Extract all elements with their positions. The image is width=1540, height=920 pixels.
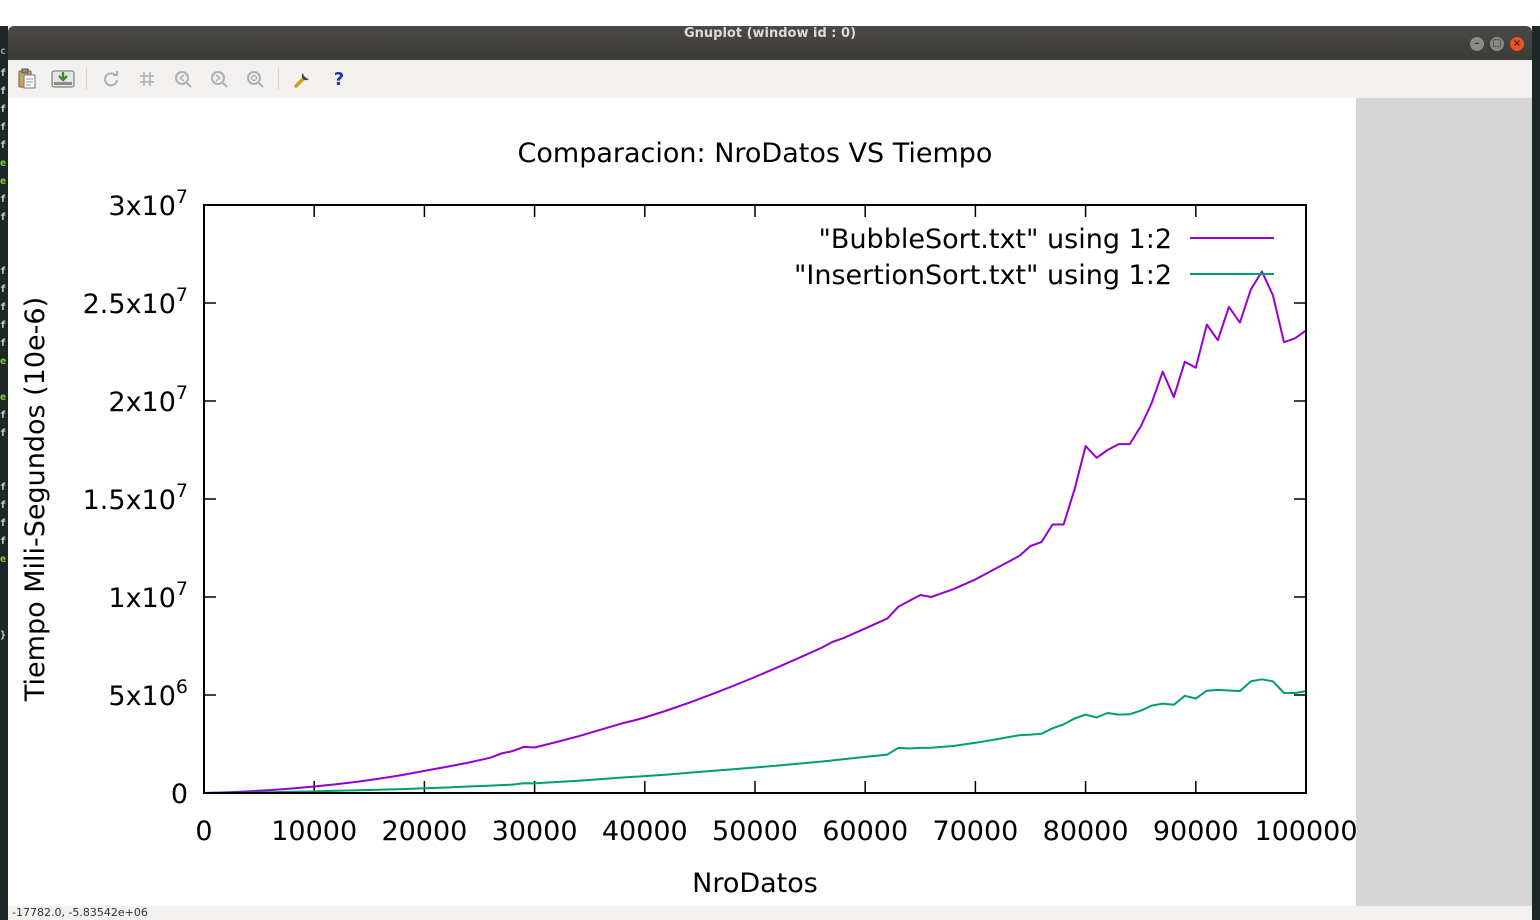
desktop-background xyxy=(0,0,1540,26)
close-button[interactable]: × xyxy=(1510,37,1524,51)
maximize-button[interactable]: □ xyxy=(1490,37,1504,51)
replot-button[interactable] xyxy=(98,66,124,92)
help-icon: ? xyxy=(333,68,345,90)
copy-to-clipboard-button[interactable] xyxy=(14,66,40,92)
plot-frame xyxy=(203,204,1307,794)
x-tick-label: 10000 xyxy=(271,816,357,847)
minimize-button[interactable]: – xyxy=(1470,37,1484,51)
x-tick-label: 50000 xyxy=(712,816,798,847)
canvas-margin xyxy=(1356,98,1532,906)
y-tick-label: 2x107 xyxy=(108,382,188,418)
unzoom-icon xyxy=(247,71,264,88)
x-axis-ticks: 0 10000 20000 30000 40000 50000 60000 70000 8000… xyxy=(195,205,1358,847)
maximize-icon: □ xyxy=(1492,38,1502,49)
y-tick-label: 1.5x107 xyxy=(83,480,188,516)
x-tick-label: 90000 xyxy=(1153,816,1239,847)
y-tick-label: 5x106 xyxy=(108,676,188,712)
status-bar: -17782.0, -5.83542e+06 xyxy=(8,906,1532,920)
legend-label: "InsertionSort.txt" using 1:2 xyxy=(794,260,1172,291)
settings-wrench-icon xyxy=(294,73,309,88)
chart-title: Comparacion: NroDatos VS Tiempo xyxy=(518,138,993,169)
toolbar-separator xyxy=(278,68,279,90)
x-tick-label: 60000 xyxy=(822,816,908,847)
x-axis-label: NroDatos xyxy=(692,868,818,899)
minimize-icon: – xyxy=(1474,38,1480,49)
legend-label: "BubbleSort.txt" using 1:2 xyxy=(819,224,1173,255)
close-icon: × xyxy=(1512,38,1522,49)
toolbar: ? xyxy=(8,60,1532,98)
y-tick-label: 1x107 xyxy=(108,578,188,614)
y-axis-ticks: 0 5x106 1x107 1.5x107 2x107 2.5x107 3x107 xyxy=(83,186,1306,810)
x-tick-label: 80000 xyxy=(1043,816,1129,847)
clipboard-icon xyxy=(18,68,36,89)
y-axis-label: Tiempo Mili-Segundos (10e-6) xyxy=(20,297,51,702)
zoom-next-icon xyxy=(211,71,228,88)
unzoom-button[interactable] xyxy=(242,66,268,92)
background-terminal-edge: c f f f f f e e f f f f f f f e e f f f … xyxy=(0,26,8,920)
zoom-previous-button[interactable] xyxy=(170,66,196,92)
legend: "BubbleSort.txt" using 1:2 "InsertionSort… xyxy=(794,224,1274,291)
toolbar-separator xyxy=(86,68,87,90)
x-tick-label: 0 xyxy=(195,816,212,847)
x-tick-label: 20000 xyxy=(381,816,467,847)
x-tick-label: 70000 xyxy=(932,816,1018,847)
settings-button[interactable] xyxy=(290,66,316,92)
grid-button[interactable] xyxy=(134,66,160,92)
zoom-previous-icon xyxy=(175,71,192,88)
x-tick-label: 100000 xyxy=(1254,816,1356,847)
replot-icon xyxy=(104,71,118,87)
x-tick-label: 30000 xyxy=(492,816,578,847)
y-tick-label: 3x107 xyxy=(108,186,188,222)
window-title: Gnuplot (window id : 0) xyxy=(683,26,857,41)
export-button[interactable] xyxy=(50,66,76,92)
mouse-coordinates-readout: -17782.0, -5.83542e+06 xyxy=(12,906,148,919)
grid-icon xyxy=(140,72,154,86)
series-line-bubblesort xyxy=(203,270,1307,794)
y-tick-label: 2.5x107 xyxy=(83,284,188,320)
window-titlebar[interactable]: Gnuplot (window id : 0) – □ × xyxy=(8,26,1532,60)
gnuplot-window: Gnuplot (window id : 0) – □ × xyxy=(8,26,1532,920)
plot-canvas[interactable]: Comparacion: NroDatos VS Tiempo 0 5x106 1x… xyxy=(8,98,1358,906)
zoom-next-button[interactable] xyxy=(206,66,232,92)
x-tick-label: 40000 xyxy=(602,816,688,847)
help-button[interactable]: ? xyxy=(326,66,352,92)
chart-svg: Comparacion: NroDatos VS Tiempo 0 5x106 1x… xyxy=(20,138,1358,899)
desktop-edge xyxy=(1532,26,1540,920)
y-tick-label: 0 xyxy=(171,779,188,810)
series-line-insertionsort xyxy=(203,678,1307,794)
export-icon xyxy=(51,70,75,88)
series-lines xyxy=(203,270,1307,794)
